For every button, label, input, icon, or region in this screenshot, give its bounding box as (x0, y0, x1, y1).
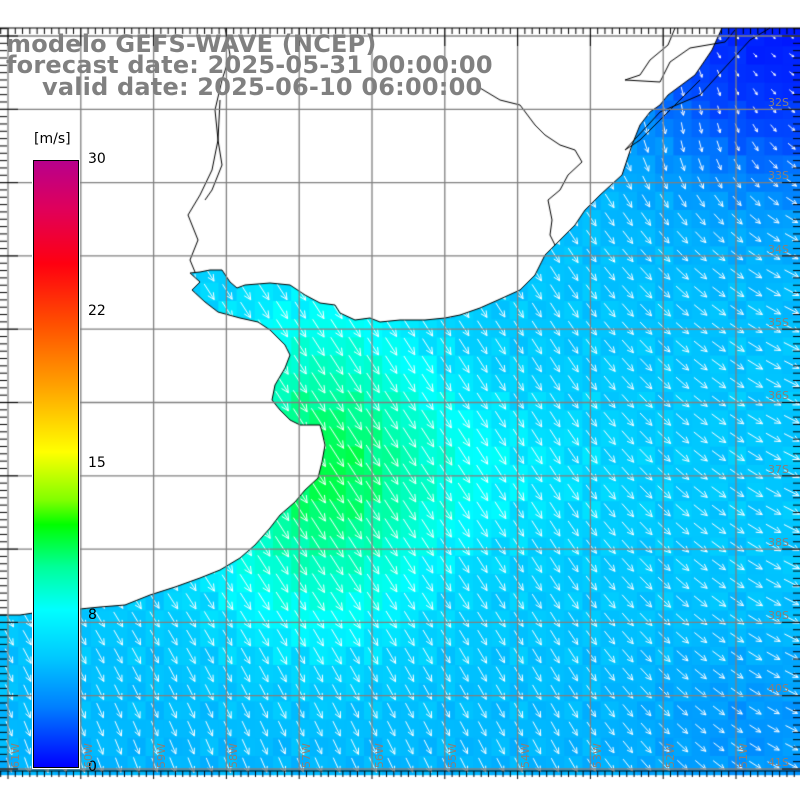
colorbar-label-15: 15 (88, 455, 106, 471)
colorbar-unit: [m/s] (34, 131, 71, 147)
longitude-label: 55W (445, 743, 459, 768)
colorbar (32, 159, 80, 769)
latitude-label: 40S (768, 682, 789, 696)
latitude-label: 34S (768, 242, 789, 256)
title-valid-date: valid date: 2025-06-10 06:00:00 (42, 73, 483, 101)
latitude-label: 36S (768, 389, 789, 403)
latitude-label: 39S (768, 609, 789, 623)
latitude-label: 37S (768, 462, 789, 476)
longitude-label: 53W (591, 743, 605, 768)
colorbar-label-8: 8 (88, 607, 97, 623)
longitude-label: 60W (81, 743, 95, 768)
colorbar-label-0: 0 (88, 759, 97, 775)
longitude-label: 61W (9, 743, 22, 768)
colorbar-label-30: 30 (88, 151, 106, 167)
longitude-label: 57W (300, 743, 314, 768)
latitude-label: 38S (768, 535, 789, 549)
latitude-label: 41S (768, 755, 789, 769)
longitude-label: 52W (664, 743, 678, 768)
colorbar-label-22: 22 (88, 303, 106, 319)
longitude-label: 59W (154, 743, 168, 768)
title-forecast-date: forecast date: 2025-05-31 00:00:00 (6, 51, 493, 79)
longitude-label: 58W (227, 743, 241, 768)
longitude-label: 54W (518, 743, 532, 768)
longitude-label: 51W (737, 743, 750, 768)
longitude-label: 56W (373, 743, 386, 768)
latitude-label: 33S (768, 169, 789, 183)
latitude-label: 35S (768, 315, 789, 329)
title-model: modelo GEFS-WAVE (NCEP) (6, 30, 377, 58)
latitude-label: 32S (768, 96, 789, 109)
